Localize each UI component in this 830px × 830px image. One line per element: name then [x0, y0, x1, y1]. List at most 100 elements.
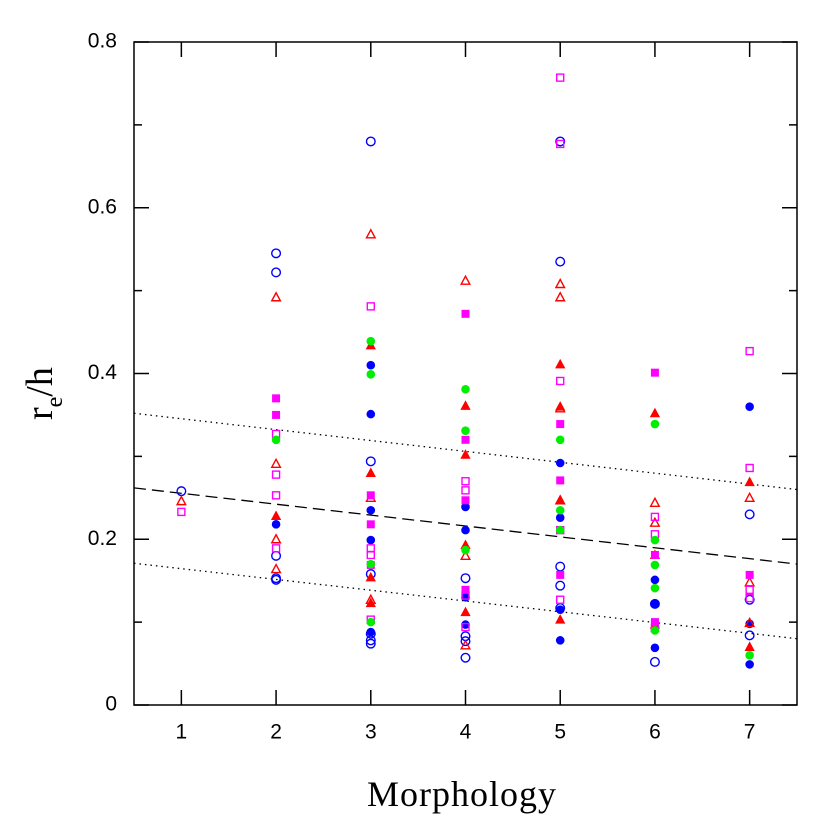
point: [555, 458, 565, 468]
point: [461, 486, 470, 495]
x-axis-label: Morphology: [367, 774, 557, 814]
point: [649, 516, 661, 527]
point: [271, 248, 282, 259]
point: [365, 638, 376, 649]
point: [366, 505, 376, 515]
point: [460, 639, 471, 650]
point: [650, 560, 660, 570]
point: [270, 291, 282, 302]
fit-line: [133, 412, 798, 491]
point: [366, 550, 375, 560]
point: [555, 256, 566, 267]
point: [270, 510, 282, 521]
point: [365, 228, 377, 239]
point: [271, 550, 282, 561]
y-label-sub: e: [42, 397, 68, 408]
x-tick-label: 6: [649, 721, 661, 744]
x-tick-label: 7: [744, 721, 756, 744]
point: [650, 583, 660, 593]
y-tick-label: 0: [105, 693, 117, 716]
point: [461, 384, 470, 394]
point: [744, 576, 756, 587]
point: [460, 636, 471, 647]
point: [555, 358, 566, 369]
point: [270, 533, 282, 544]
point: [175, 495, 187, 506]
point: [745, 402, 754, 411]
point: [460, 449, 471, 459]
point: [650, 626, 660, 635]
point: [745, 585, 754, 595]
point: [366, 302, 375, 311]
point: [365, 136, 376, 147]
point: [650, 575, 660, 585]
point: [555, 636, 565, 645]
point: [461, 435, 470, 444]
point: [461, 620, 470, 629]
point: [365, 571, 376, 582]
point: [460, 606, 471, 617]
y-tick-label: 0.2: [88, 527, 117, 550]
point: [461, 496, 470, 505]
point: [555, 136, 566, 147]
point: [555, 561, 566, 572]
point: [176, 486, 187, 497]
point: [461, 426, 470, 435]
point: [650, 368, 659, 377]
point: [460, 400, 471, 410]
y-label-base: r: [19, 407, 61, 420]
point: [555, 605, 565, 614]
point: [461, 309, 470, 318]
point: [649, 496, 661, 507]
point: [365, 467, 376, 477]
y-tick-label: 0.4: [88, 361, 118, 384]
point: [744, 509, 755, 520]
y-label-rest: /h: [19, 367, 61, 397]
point: [556, 139, 565, 149]
point: [460, 274, 471, 285]
point: [365, 456, 376, 467]
point: [366, 491, 375, 500]
point: [460, 549, 471, 561]
point: [461, 585, 470, 594]
point: [556, 73, 565, 82]
point: [650, 419, 660, 429]
point: [271, 470, 281, 479]
point: [744, 594, 755, 605]
point: [366, 360, 376, 370]
point: [555, 614, 566, 624]
point: [461, 592, 470, 602]
point: [461, 622, 470, 632]
point: [745, 570, 754, 579]
point: [649, 407, 661, 418]
point: [745, 660, 754, 669]
point: [365, 597, 376, 608]
point: [554, 278, 566, 289]
point: [366, 535, 376, 545]
point: [271, 267, 282, 278]
point: [650, 535, 660, 545]
point: [650, 599, 660, 609]
point: [270, 457, 282, 469]
point: [460, 652, 471, 663]
point: [366, 520, 375, 529]
point: [744, 491, 756, 503]
x-tick-label: 5: [554, 721, 566, 744]
point: [366, 617, 376, 627]
point: [460, 573, 471, 584]
point: [650, 512, 660, 522]
x-tick-label: 3: [365, 721, 377, 744]
point: [744, 476, 755, 487]
point: [650, 618, 659, 627]
point: [272, 394, 281, 403]
point: [366, 627, 376, 637]
point: [271, 435, 281, 445]
point: [366, 336, 376, 346]
point: [555, 513, 565, 523]
x-tick-label: 1: [176, 721, 188, 744]
fit-line: [133, 562, 798, 640]
point: [461, 545, 470, 555]
point: [744, 630, 755, 641]
point: [556, 376, 565, 386]
